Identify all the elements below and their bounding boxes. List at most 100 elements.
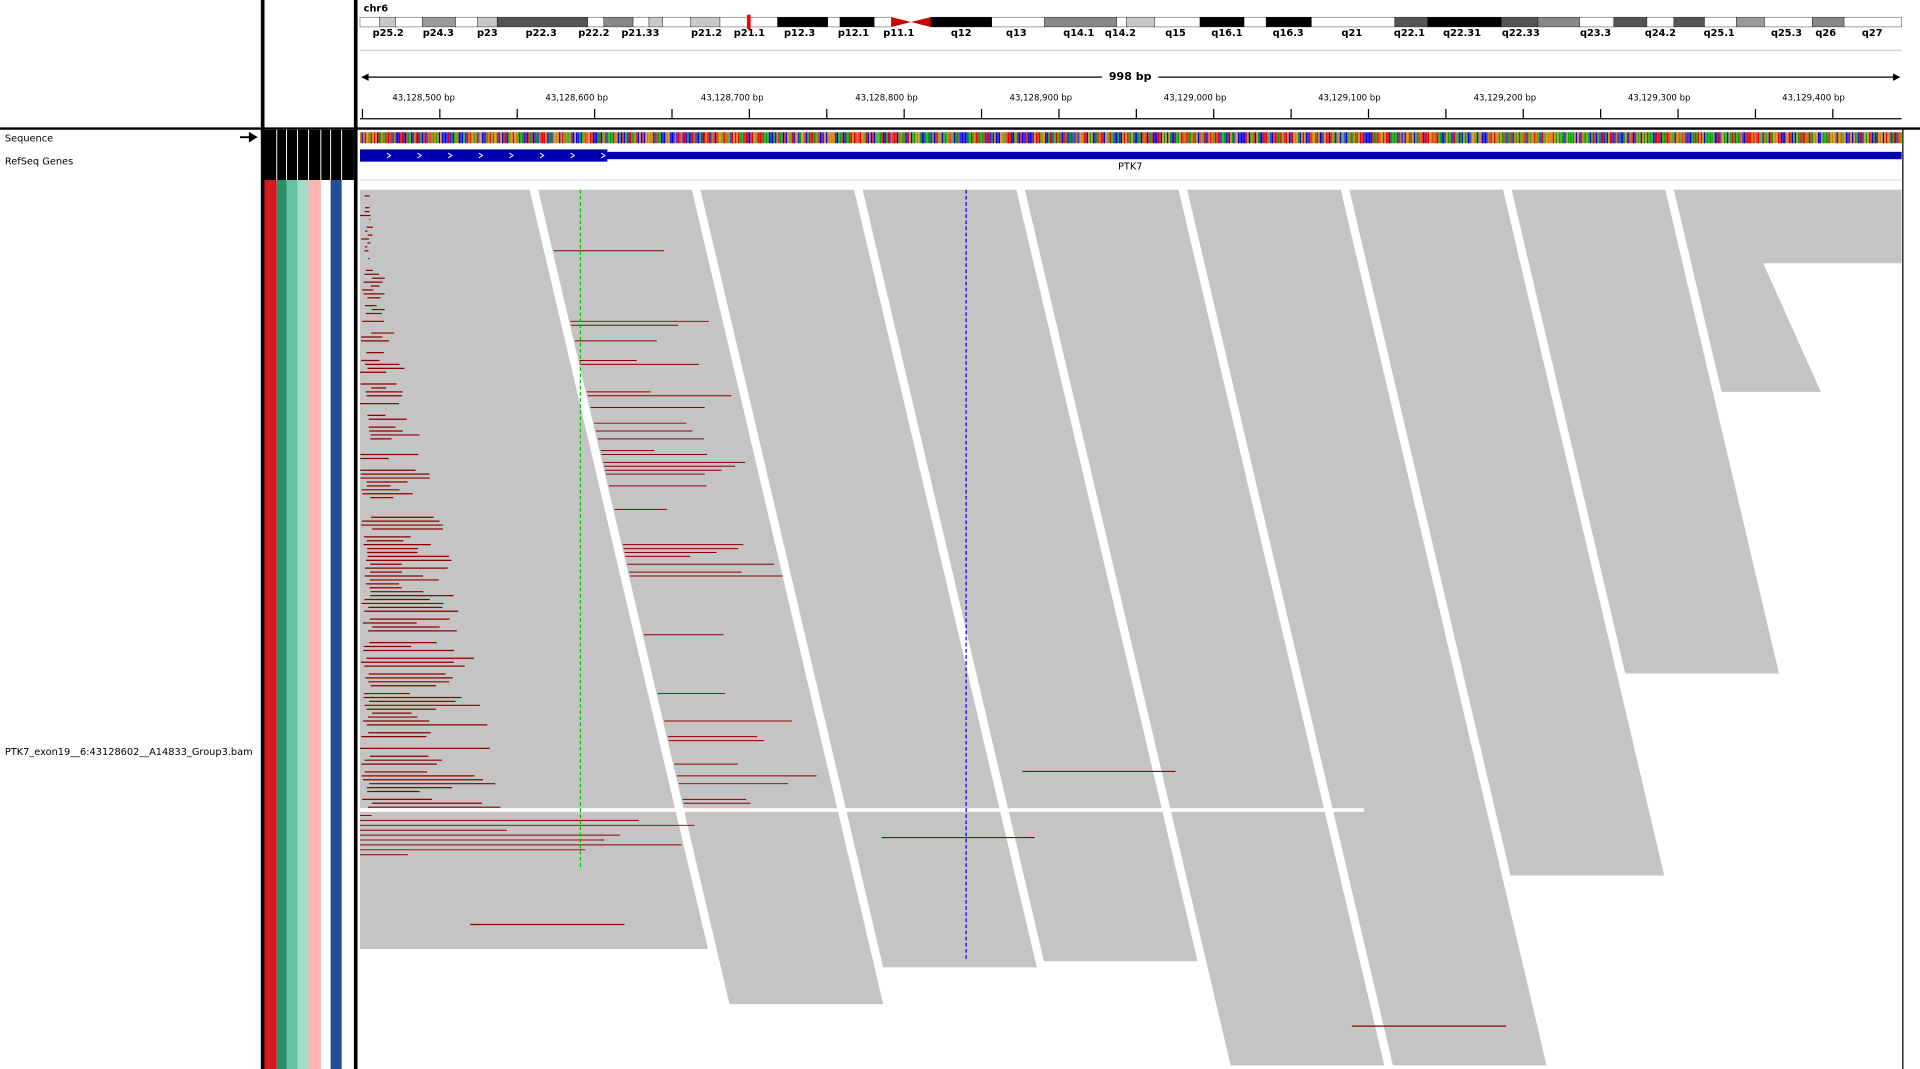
strand-arrow[interactable] bbox=[240, 131, 258, 143]
base bbox=[1003, 132, 1005, 144]
base bbox=[913, 132, 916, 144]
base bbox=[1524, 132, 1527, 144]
base bbox=[1099, 132, 1101, 144]
cytoband-label: q14.1 bbox=[1063, 28, 1094, 39]
base bbox=[1253, 132, 1255, 144]
base bbox=[1892, 132, 1894, 144]
base bbox=[1753, 132, 1755, 144]
base bbox=[842, 132, 845, 144]
base bbox=[1737, 132, 1740, 144]
base bbox=[1210, 132, 1212, 144]
base bbox=[534, 132, 536, 144]
base bbox=[802, 132, 805, 144]
base bbox=[1796, 132, 1798, 144]
attribute-cell[interactable] bbox=[308, 180, 321, 1069]
base bbox=[1395, 132, 1397, 144]
cytoband bbox=[1736, 16, 1765, 28]
base bbox=[1009, 132, 1011, 144]
base bbox=[1870, 132, 1872, 144]
base bbox=[611, 132, 613, 144]
cytoband bbox=[1116, 16, 1127, 28]
base bbox=[770, 132, 772, 144]
base bbox=[1008, 132, 1010, 144]
base bbox=[1882, 132, 1885, 144]
base bbox=[1708, 132, 1710, 144]
base bbox=[481, 132, 484, 144]
base bbox=[1321, 132, 1323, 144]
base bbox=[847, 132, 849, 144]
cytoband bbox=[603, 16, 634, 28]
attribute-cell[interactable] bbox=[330, 180, 342, 1069]
base bbox=[1001, 132, 1004, 144]
base bbox=[1643, 132, 1646, 144]
base bbox=[1768, 132, 1770, 144]
ruler-label: 43,128,800 bp bbox=[855, 93, 918, 103]
base bbox=[1801, 132, 1803, 144]
base bbox=[779, 132, 782, 144]
base bbox=[1456, 132, 1459, 144]
base bbox=[1426, 132, 1428, 144]
base bbox=[1163, 132, 1166, 144]
base bbox=[850, 132, 852, 144]
base bbox=[991, 132, 993, 144]
base bbox=[1416, 132, 1419, 144]
base bbox=[855, 132, 857, 144]
base bbox=[1606, 132, 1608, 144]
base bbox=[1012, 132, 1014, 144]
base bbox=[1063, 132, 1065, 144]
base bbox=[1501, 132, 1504, 144]
base bbox=[1548, 132, 1550, 144]
base bbox=[515, 132, 518, 144]
base bbox=[1828, 132, 1831, 144]
base bbox=[1222, 132, 1224, 144]
base bbox=[833, 132, 836, 144]
cytoband bbox=[991, 16, 1045, 28]
base bbox=[1119, 132, 1121, 144]
base bbox=[1327, 132, 1329, 144]
base bbox=[1095, 132, 1098, 144]
base bbox=[753, 132, 755, 144]
base bbox=[1879, 132, 1882, 144]
base bbox=[488, 132, 490, 144]
base bbox=[798, 132, 800, 144]
base bbox=[1603, 132, 1605, 144]
cytoband bbox=[662, 16, 691, 28]
base bbox=[1473, 132, 1476, 144]
base bbox=[1716, 132, 1718, 144]
base bbox=[1494, 132, 1496, 144]
base bbox=[859, 132, 862, 144]
base bbox=[787, 132, 789, 144]
base bbox=[392, 132, 394, 144]
base bbox=[526, 132, 528, 144]
base bbox=[1615, 132, 1618, 144]
base bbox=[1143, 132, 1146, 144]
base bbox=[1356, 132, 1359, 144]
base bbox=[1463, 132, 1465, 144]
base bbox=[756, 132, 758, 144]
base bbox=[713, 132, 715, 144]
cytoband bbox=[359, 16, 380, 28]
base bbox=[1663, 132, 1666, 144]
base bbox=[790, 132, 792, 144]
base bbox=[1072, 132, 1075, 144]
base bbox=[679, 132, 681, 144]
base bbox=[792, 132, 794, 144]
base bbox=[984, 132, 987, 144]
attribute-cell[interactable] bbox=[297, 180, 309, 1069]
base bbox=[1719, 132, 1721, 144]
base bbox=[1330, 132, 1332, 144]
base bbox=[818, 132, 820, 144]
base bbox=[1512, 132, 1514, 144]
base bbox=[924, 132, 927, 144]
base bbox=[1693, 132, 1695, 144]
base bbox=[1328, 132, 1331, 144]
base bbox=[1139, 132, 1141, 144]
attribute-cell[interactable] bbox=[264, 180, 277, 1069]
base bbox=[1375, 132, 1377, 144]
base bbox=[1811, 132, 1814, 144]
attribute-cell[interactable] bbox=[276, 180, 287, 1069]
cytoband-label: q13 bbox=[1006, 28, 1027, 39]
attribute-cell[interactable] bbox=[286, 180, 298, 1069]
base bbox=[574, 132, 576, 144]
